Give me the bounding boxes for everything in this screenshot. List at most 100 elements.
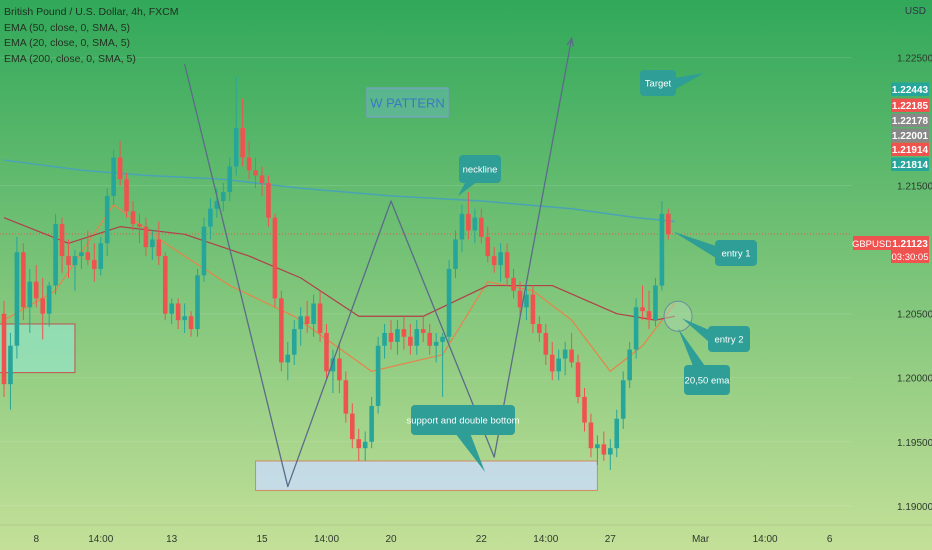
candle [285, 341, 291, 381]
legend-ema-200[interactable]: EMA (200, close, 0, SMA, 5) [4, 52, 136, 65]
symbol-tag-bg [853, 236, 891, 250]
candle-body [440, 336, 445, 342]
candle [582, 387, 587, 432]
x-tick-label: 15 [256, 534, 268, 545]
support: support and double bottom [406, 405, 520, 472]
candle [408, 323, 413, 355]
candle-body [608, 448, 613, 455]
candle-body [356, 439, 362, 449]
candle-body [1, 313, 7, 385]
price-badge-bg [891, 98, 929, 112]
x-tick-label: 14:00 [314, 534, 339, 545]
candle [498, 243, 503, 282]
x-tick-label: 14:00 [753, 534, 778, 545]
candle-body [240, 128, 245, 158]
legend-ema-20[interactable]: EMA (20, close, 0, SMA, 5) [4, 37, 131, 49]
price-badge: 1.22178 [891, 113, 929, 127]
symbol-label: GBPUSD [852, 239, 892, 250]
candle [317, 290, 323, 342]
y-tick-label: 1.19000 [897, 502, 932, 513]
x-tick-label: 14:00 [88, 534, 113, 545]
x-tick-label: 14:00 [533, 534, 558, 545]
candle-body [98, 243, 104, 269]
candle-body [414, 329, 420, 346]
x-tick-label: 20 [385, 534, 397, 545]
candle-body [588, 422, 594, 449]
candle [53, 213, 58, 295]
chart-legend: British Pound / U.S. Dollar, 4h, FXCM EM… [4, 5, 178, 67]
title-frame [366, 87, 449, 118]
candle-body [317, 303, 323, 333]
candle [517, 281, 523, 317]
candle [240, 98, 245, 167]
candle [569, 332, 574, 368]
candle-body [388, 332, 394, 342]
candle [130, 201, 136, 231]
ema-50-line [3, 217, 675, 321]
candle [556, 349, 561, 381]
candle-body [375, 345, 381, 406]
candle [420, 316, 426, 342]
w-pattern-line [183, 38, 573, 488]
candle-body [53, 224, 58, 286]
candle-body [459, 213, 465, 240]
candle-body [72, 256, 78, 266]
price-badge-bg [891, 157, 929, 171]
entry1: entry 1 [673, 231, 757, 266]
candle-body [201, 226, 207, 276]
callout-label: 20,50 ema [685, 376, 731, 387]
legend-ema-50[interactable]: EMA (50, close, 0, SMA, 5) [4, 21, 131, 34]
candle [575, 354, 581, 404]
candle [79, 239, 84, 269]
candle [291, 320, 297, 365]
candle-body [117, 157, 123, 180]
candle-body [666, 213, 671, 235]
candle [272, 213, 278, 308]
candle [298, 307, 303, 346]
candle [330, 349, 336, 394]
candle [356, 428, 362, 461]
candle [446, 259, 452, 342]
candle [659, 201, 665, 291]
candle [279, 290, 284, 372]
price-badge-bg [891, 82, 929, 96]
candle [666, 208, 671, 240]
last-price-label: 1.21123 [892, 239, 928, 250]
candle [33, 265, 39, 308]
candle [124, 172, 129, 218]
candle-body [59, 224, 65, 257]
candle [214, 188, 220, 218]
candle [466, 192, 471, 240]
candle [472, 208, 478, 244]
candle [485, 226, 491, 263]
candle [350, 403, 355, 449]
x-tick-label: 8 [33, 534, 39, 545]
candle [530, 285, 536, 333]
candle [433, 332, 439, 363]
candle-body [530, 294, 536, 324]
candle-body [227, 166, 233, 193]
candle-body [111, 157, 116, 196]
candle-body [130, 211, 136, 225]
bar-countdown: 03:30:05 [892, 252, 929, 263]
candle [266, 175, 271, 227]
candle [620, 371, 626, 429]
candle-body [137, 224, 142, 227]
candle [537, 316, 542, 342]
callout-pointer [678, 328, 705, 366]
candle [633, 298, 639, 359]
candle-body [382, 332, 387, 346]
candle-body [633, 307, 639, 350]
candle-body [595, 444, 600, 449]
candle-body [498, 252, 503, 266]
candle [208, 198, 213, 240]
candle-body [653, 285, 658, 321]
candle-body [446, 268, 452, 337]
candle-body [549, 354, 555, 372]
candle [175, 298, 181, 330]
price-badge-value: 1.22185 [892, 101, 929, 112]
candle-body [420, 329, 426, 333]
candle [162, 252, 168, 321]
